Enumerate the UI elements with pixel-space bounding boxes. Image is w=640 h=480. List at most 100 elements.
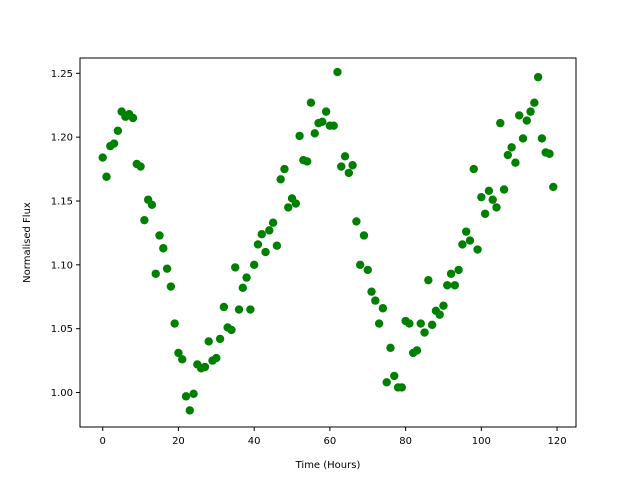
y-tick-label: 1.10 <box>51 260 73 271</box>
data-point <box>352 217 361 226</box>
data-point <box>242 273 251 282</box>
data-point <box>321 107 331 116</box>
data-point <box>261 247 270 257</box>
data-point <box>367 287 376 296</box>
data-point <box>503 150 513 160</box>
data-point <box>344 168 354 178</box>
data-point <box>136 162 145 171</box>
data-point <box>340 152 350 161</box>
y-tick-label: 1.00 <box>51 388 73 399</box>
data-point <box>355 260 365 270</box>
data-point <box>253 240 263 249</box>
data-point <box>238 283 248 293</box>
data-point <box>507 143 516 152</box>
data-point <box>390 371 399 381</box>
data-point <box>537 134 547 143</box>
data-point <box>363 265 372 275</box>
y-tick-label: 1.05 <box>51 324 73 335</box>
plot-background <box>80 58 576 427</box>
data-point <box>458 240 467 249</box>
data-point <box>348 161 357 170</box>
data-point <box>140 215 149 225</box>
data-point <box>378 304 388 313</box>
data-point <box>477 192 486 202</box>
data-point <box>185 406 194 415</box>
data-point <box>329 121 338 130</box>
data-point <box>480 209 490 218</box>
data-point <box>162 264 172 273</box>
data-point <box>234 305 244 314</box>
data-point <box>181 392 191 401</box>
data-point <box>359 231 369 240</box>
data-point <box>499 185 509 194</box>
x-tick-label: 20 <box>172 436 185 447</box>
data-point <box>382 378 391 387</box>
x-tick-label: 60 <box>324 436 337 447</box>
y-tick-label: 1.15 <box>51 197 73 208</box>
x-tick-label: 120 <box>548 436 567 447</box>
data-point <box>337 162 346 171</box>
y-tick-label: 1.20 <box>51 133 73 144</box>
data-point <box>386 343 395 353</box>
data-point <box>545 149 554 158</box>
data-point <box>151 269 160 278</box>
data-point <box>170 319 179 328</box>
data-point <box>159 244 168 253</box>
data-point <box>204 337 213 346</box>
x-tick-label: 80 <box>399 436 412 447</box>
x-tick-label: 100 <box>472 436 491 447</box>
data-point <box>484 186 494 195</box>
data-points <box>98 67 558 415</box>
data-point <box>511 158 520 167</box>
data-point <box>280 164 289 174</box>
data-point <box>174 348 183 358</box>
x-tick-label: 0 <box>100 436 106 447</box>
data-point <box>439 301 448 310</box>
data-point <box>424 275 433 285</box>
data-point <box>295 131 304 141</box>
data-point <box>265 226 274 235</box>
data-point <box>284 203 293 212</box>
data-point <box>109 139 119 148</box>
data-point <box>302 157 312 166</box>
data-point <box>450 281 460 290</box>
data-point <box>454 265 463 275</box>
data-point <box>231 263 240 272</box>
data-point <box>147 200 157 210</box>
plot-frame <box>79 57 577 428</box>
data-point <box>492 203 501 212</box>
data-point <box>215 334 225 344</box>
data-point <box>374 319 384 328</box>
data-point <box>257 230 266 239</box>
data-point <box>530 98 539 107</box>
data-point <box>166 282 176 291</box>
data-point <box>397 383 407 392</box>
data-point <box>446 269 456 278</box>
data-point <box>249 260 259 270</box>
data-point <box>178 355 187 364</box>
data-point <box>276 175 285 184</box>
data-point <box>549 182 558 192</box>
y-axis-label: Normalised Flux <box>22 202 33 283</box>
data-point <box>416 319 425 328</box>
data-point <box>333 67 342 77</box>
data-point <box>98 153 107 162</box>
data-point <box>435 310 444 319</box>
data-point <box>533 72 543 82</box>
data-point <box>291 199 301 208</box>
data-point <box>469 164 478 174</box>
data-point <box>465 236 475 245</box>
x-axis-label: Time (Hours) <box>295 460 361 471</box>
data-point <box>272 241 282 250</box>
x-tick-label: 40 <box>248 436 261 447</box>
data-point <box>113 126 123 135</box>
data-point <box>200 362 210 372</box>
data-point <box>102 172 111 181</box>
data-point <box>318 117 327 127</box>
data-point <box>155 231 164 240</box>
data-point <box>405 319 414 328</box>
data-point <box>518 134 528 143</box>
data-point <box>310 129 319 138</box>
data-point <box>473 245 482 254</box>
